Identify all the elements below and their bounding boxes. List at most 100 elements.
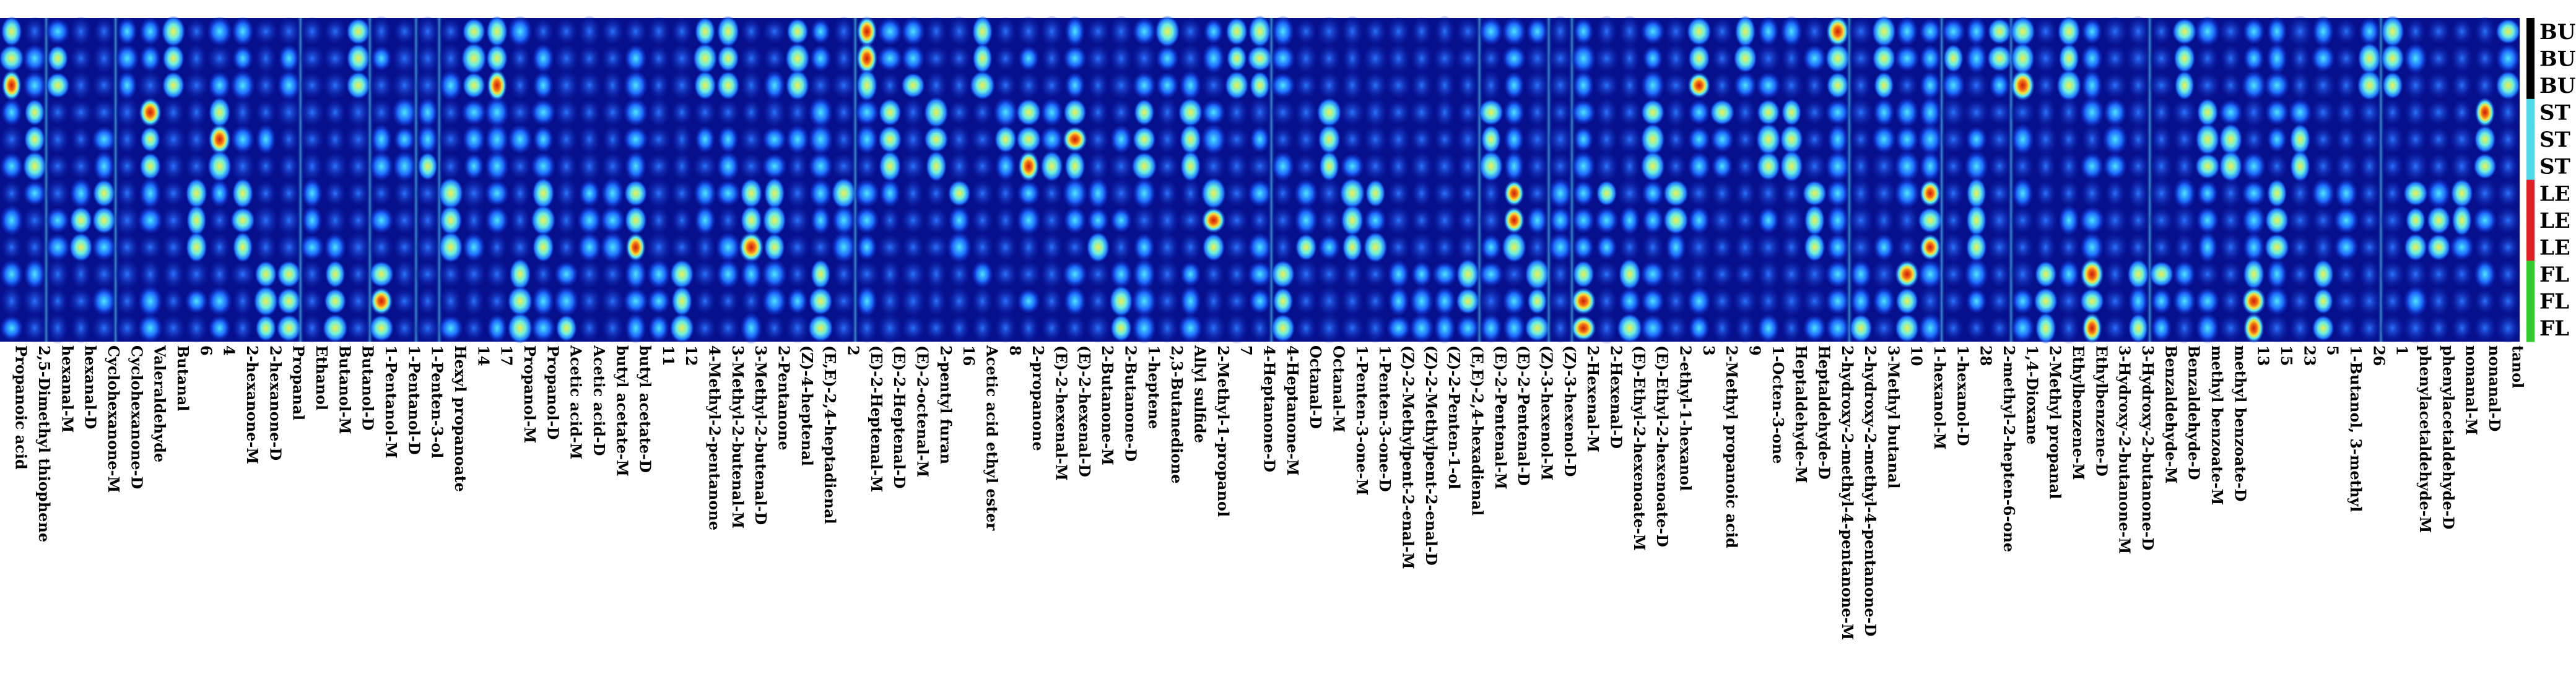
- heatmap-cell: [2449, 126, 2474, 153]
- compound-label: Cyclohexanone-M: [105, 345, 123, 493]
- heatmap-cell: [1687, 72, 1710, 98]
- compound-label: hexanal-M: [58, 345, 76, 433]
- heatmap-cell: [1596, 235, 1617, 260]
- heatmap-cell: [1897, 235, 1918, 260]
- heatmap-cell: [255, 261, 277, 288]
- heatmap-cell: [1987, 100, 2012, 125]
- heatmap-cell: [0, 45, 24, 72]
- heatmap-cell: [92, 314, 116, 343]
- heatmap-cell: [1757, 152, 1780, 181]
- heatmap-cell: [2198, 231, 2217, 263]
- heatmap-cell: [2357, 287, 2382, 316]
- heatmap-cell: [71, 313, 91, 343]
- compound-label: 2-Butanone-M: [1099, 345, 1116, 465]
- heatmap-cell: [1180, 151, 1201, 182]
- heatmap-cell: [669, 314, 694, 343]
- heatmap-cell: [1316, 17, 1342, 46]
- heatmap-cell: [1894, 150, 1920, 182]
- heatmap-cell: [972, 287, 993, 316]
- heatmap-cell: [808, 124, 833, 155]
- heatmap-cell: [2428, 153, 2450, 179]
- heatmap-cell: [1595, 261, 1619, 287]
- heatmap-cell: [1180, 124, 1201, 154]
- heatmap-cell: [1734, 207, 1756, 233]
- heatmap-cell: [1918, 259, 1943, 289]
- heatmap-cell: [764, 70, 785, 101]
- heatmap-cell: [2287, 15, 2313, 47]
- heatmap-cell: [2034, 205, 2058, 235]
- heatmap-cell: [601, 314, 624, 343]
- heatmap-cell: [1895, 45, 1920, 72]
- heatmap-cell: [717, 16, 739, 47]
- heatmap-cell: [1548, 287, 1572, 315]
- heatmap-cell: [485, 150, 509, 182]
- heatmap-cell: [1295, 43, 1317, 74]
- heatmap-cell: [1596, 97, 1617, 127]
- heatmap-cell: [856, 43, 877, 74]
- heatmap-cell: [924, 97, 949, 128]
- heatmap-cell: [1781, 179, 1802, 207]
- heatmap-cell: [741, 99, 761, 126]
- heatmap-cell: [533, 232, 554, 262]
- heatmap-cell: [23, 181, 46, 206]
- heatmap-cell: [369, 261, 394, 287]
- compound-label: 13: [2255, 345, 2273, 366]
- heatmap-cell: [2426, 100, 2451, 125]
- heatmap-cell: [578, 232, 601, 262]
- heatmap-cell: [1295, 19, 1317, 45]
- heatmap-cell: [277, 288, 301, 314]
- heatmap-cell: [1041, 180, 1063, 207]
- heatmap-cell: [879, 179, 900, 207]
- heatmap-cell: [533, 126, 554, 153]
- heatmap-cell: [1433, 151, 1457, 181]
- heatmap-cell: [1525, 44, 1549, 73]
- heatmap-cell: [1086, 261, 1110, 287]
- heatmap-cell: [556, 205, 577, 235]
- compound-label: 2-Methyl propanal: [2047, 345, 2065, 499]
- heatmap-cell: [2404, 43, 2427, 74]
- heatmap-cell: [2266, 259, 2287, 290]
- heatmap-cell: [2219, 232, 2242, 262]
- column-streak: [2377, 18, 2385, 342]
- heatmap-cell: [369, 207, 394, 233]
- compound-label: Butanal: [174, 345, 192, 412]
- heatmap-cell: [1941, 125, 1966, 153]
- heatmap-cell: [1040, 151, 1063, 182]
- heatmap-cell: [24, 126, 45, 153]
- heatmap-cell: [2243, 18, 2265, 45]
- heatmap-cell: [2103, 153, 2127, 180]
- heatmap-cell: [1457, 181, 1479, 206]
- heatmap-cell: [1435, 15, 1455, 47]
- heatmap-cell: [92, 99, 116, 126]
- heatmap-cell: [762, 205, 786, 236]
- heatmap-cell: [2359, 179, 2380, 207]
- heatmap-cell: [533, 261, 554, 287]
- heatmap-cell: [1341, 16, 1364, 47]
- heatmap-cell: [533, 19, 554, 45]
- heatmap-cell: [45, 19, 71, 45]
- heatmap-cell: [1341, 126, 1364, 153]
- heatmap-cell: [2034, 288, 2058, 314]
- heatmap-cell: [901, 45, 925, 72]
- heatmap-cell: [162, 151, 185, 181]
- heatmap-cell: [324, 205, 347, 235]
- heatmap-cell: [833, 125, 855, 153]
- heatmap-cell: [2243, 45, 2265, 72]
- heatmap-cell: [2312, 126, 2334, 152]
- heatmap-cell: [1294, 153, 1318, 179]
- heatmap-cell: [393, 288, 416, 314]
- heatmap-cell: [972, 207, 993, 234]
- heatmap-cell: [255, 43, 276, 74]
- heatmap-cell: [2219, 99, 2243, 126]
- compound-label: 2-Butanone-D: [1122, 345, 1140, 462]
- compound-label: butyl acetate-D: [637, 345, 655, 473]
- heatmap-cell: [2128, 285, 2149, 317]
- heatmap-cell: [1133, 126, 1156, 152]
- compound-label: 26: [2370, 345, 2388, 366]
- compound-label: 16: [960, 345, 978, 366]
- heatmap-cell: [623, 126, 648, 152]
- heatmap-cell: [1640, 261, 1665, 288]
- heatmap-cell: [1203, 286, 1224, 316]
- heatmap-cell: [325, 126, 346, 153]
- compound-label: Acetic acid-M: [567, 345, 585, 459]
